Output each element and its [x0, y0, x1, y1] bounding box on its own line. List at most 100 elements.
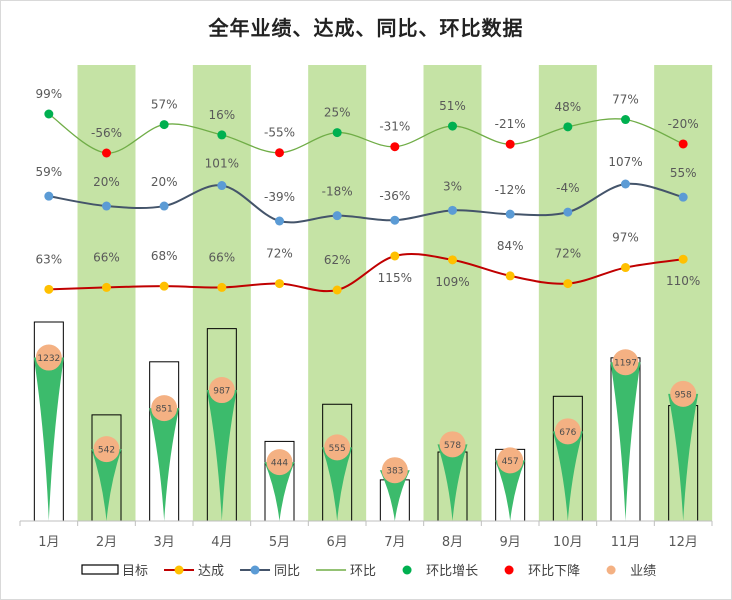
achievement-label-5: 72%: [266, 247, 293, 261]
legend-swatch-target: [81, 564, 119, 575]
performance-label-11: 1197: [614, 359, 637, 369]
yoy-label-3: 20%: [151, 175, 178, 189]
mom-point-2: [102, 148, 111, 158]
performance-bubble-12: [670, 380, 697, 407]
yoy-label-2: 20%: [93, 175, 120, 189]
performance-bubble-2: [93, 436, 120, 463]
mom-label-5: -55%: [264, 126, 295, 140]
yoy-point-9: [505, 209, 515, 219]
mom-label-12: -20%: [668, 117, 699, 131]
performance-spike-6: [322, 447, 353, 521]
performance-bubble-7: [381, 457, 408, 484]
mom-label-11: 77%: [612, 93, 639, 107]
x-tick-label-8: 8月: [442, 535, 463, 550]
yoy-label-4: 101%: [205, 157, 239, 171]
mom-label-1: 99%: [35, 87, 62, 101]
performance-label-12: 958: [675, 390, 692, 400]
yoy-label-10: -4%: [556, 181, 579, 195]
performance-bubble-11: [612, 349, 639, 376]
mom-point-3: [159, 120, 169, 130]
performance-spike-10: [552, 431, 583, 521]
legend-marker-4: [402, 565, 412, 575]
yoy-point-1: [44, 191, 54, 201]
yoy-point-3: [159, 201, 169, 211]
performance-label-2: 542: [98, 446, 115, 456]
performance-label-7: 383: [386, 467, 403, 477]
achievement-point-4: [217, 282, 227, 292]
mom-point-7: [390, 142, 400, 152]
legend-item-2-label: 达成: [198, 564, 224, 579]
achievement-label-6: 62%: [324, 253, 351, 267]
performance-label-9: 457: [502, 457, 519, 467]
yoy-label-12: 55%: [670, 166, 697, 180]
performance-bubble-6: [324, 434, 351, 461]
performance-label-3: 851: [156, 405, 173, 415]
achievement-point-3: [159, 281, 169, 291]
achievement-label-1: 63%: [35, 252, 62, 266]
performance-spike-11: [610, 362, 641, 521]
performance-bubble-5: [266, 449, 293, 476]
chart-title: 全年业绩、达成、同比、环比数据: [208, 16, 524, 40]
legend-item-7-label: 业绩: [630, 564, 656, 579]
mom-point-8: [448, 121, 457, 131]
x-tick-label-9: 9月: [500, 535, 521, 550]
mom-point-1: [44, 109, 54, 119]
mom-label-8: 51%: [439, 99, 466, 113]
mom-point-6: [332, 128, 342, 138]
achievement-label-4: 66%: [208, 250, 235, 264]
yoy-label-11: 107%: [608, 155, 642, 169]
performance-bubble-9: [497, 447, 524, 474]
yoy-label-9: -12%: [495, 183, 526, 197]
performance-spike-1: [33, 357, 64, 521]
x-tick-label-4: 4月: [211, 535, 232, 550]
achievement-point-7: [390, 251, 400, 261]
mom-point-10: [563, 122, 573, 132]
yoy-point-2: [102, 201, 111, 211]
mom-label-9: -21%: [495, 117, 526, 131]
yoy-point-11: [621, 179, 630, 189]
yoy-point-10: [563, 207, 573, 217]
x-tick-label-12: 12月: [668, 535, 698, 550]
achievement-label-12: 110%: [666, 274, 700, 288]
yoy-point-7: [390, 215, 400, 225]
performance-spike-8: [437, 444, 468, 521]
x-tick-label-10: 10月: [553, 535, 583, 550]
achievement-label-8: 109%: [435, 275, 469, 289]
mom-label-4: 16%: [208, 108, 235, 122]
achievement-label-11: 97%: [612, 231, 639, 245]
achievement-point-9: [505, 271, 515, 281]
achievement-point-5: [275, 279, 284, 289]
legend-marker-yoy: [250, 565, 260, 575]
legend-item-1-label: 目标: [122, 564, 148, 579]
achievement-point-12: [678, 254, 688, 264]
mom-label-7: -31%: [379, 120, 410, 134]
performance-bubble-1: [35, 344, 62, 371]
performance-label-5: 444: [271, 459, 288, 469]
performance-bubble-10: [554, 418, 581, 445]
x-tick-label-5: 5月: [269, 535, 290, 550]
legend-marker-achievement: [174, 565, 184, 575]
achievement-label-2: 66%: [93, 250, 120, 264]
mom-point-9: [505, 139, 515, 149]
performance-spike-2: [91, 449, 122, 521]
achievement-label-3: 68%: [151, 249, 178, 263]
performance-spike-4: [206, 390, 237, 521]
yoy-label-1: 59%: [35, 165, 62, 179]
performance-spike-12: [668, 393, 699, 521]
x-tick-label-11: 11月: [611, 535, 641, 550]
performance-bubble-3: [151, 395, 178, 422]
yoy-point-5: [275, 216, 284, 226]
legend-item-4-label: 环比: [350, 564, 376, 579]
achievement-point-1: [44, 284, 54, 294]
yoy-label-8: 3%: [443, 179, 462, 193]
yoy-label-7: -36%: [379, 189, 410, 203]
legend-item-3-label: 同比: [274, 564, 300, 579]
performance-spike-7: [379, 470, 410, 521]
performance-label-6: 555: [329, 444, 346, 454]
performance-spike-9: [495, 460, 526, 521]
performance-spike-3: [149, 408, 180, 521]
achievement-label-9: 84%: [497, 239, 524, 253]
performance-label-1: 1232: [37, 354, 60, 364]
achievement-label-10: 72%: [554, 247, 581, 261]
